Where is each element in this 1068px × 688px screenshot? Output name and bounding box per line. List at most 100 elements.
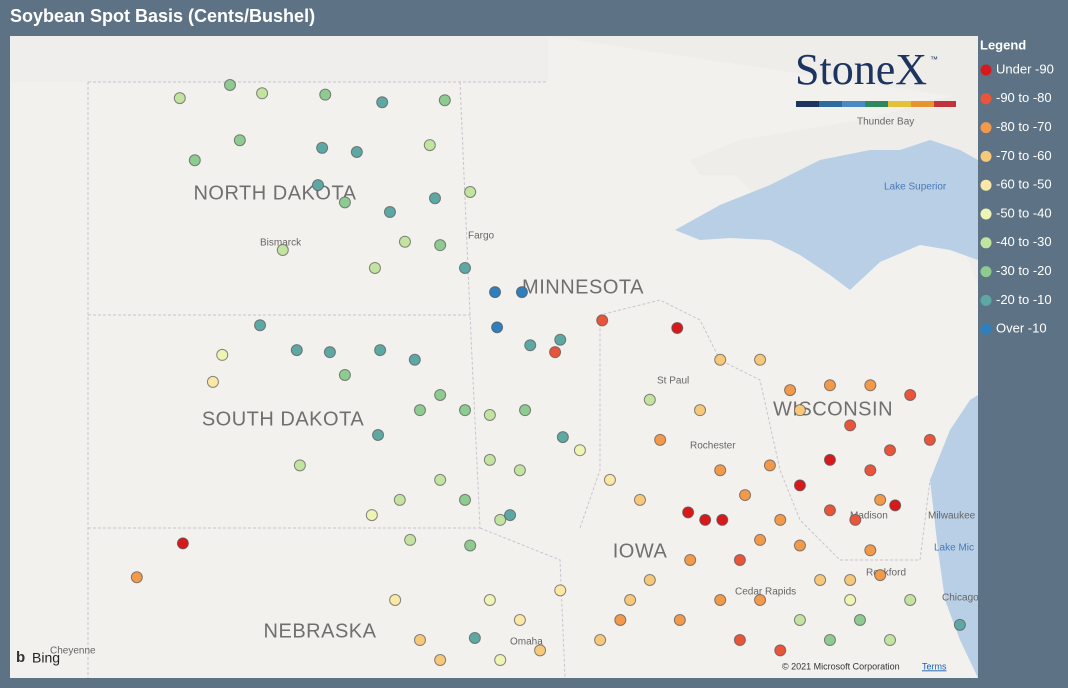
lake-michigan [930,395,978,678]
city-label: Rochester [690,441,736,452]
map-point [554,584,567,597]
legend-label: -70 to -60 [996,148,1052,163]
map-point [413,404,426,417]
map-point [293,459,306,472]
map-point [754,533,767,546]
map-point [350,145,363,158]
map-point [173,92,186,105]
city-label: Thunder Bay [857,117,914,128]
map-point [524,339,537,352]
map-point [823,634,836,647]
map-point [434,239,447,252]
map-point [323,346,336,359]
map[interactable]: NORTH DAKOTA SOUTH DAKOTA MINNESOTA WISC… [10,36,979,679]
map-point [254,319,267,332]
map-point [823,453,836,466]
map-point [844,419,857,432]
legend-title: Legend [980,37,1026,52]
map-point [874,493,887,506]
map-point [224,79,236,92]
map-point [923,433,936,446]
map-point [603,473,616,486]
city-label: Milwaukee [928,511,976,522]
map-point [793,539,806,552]
city-label: St Paul [657,376,689,387]
city-label: Chicago [942,593,979,604]
map-point [434,388,447,401]
map-point [823,504,836,517]
map-point [694,404,707,417]
map-point [774,513,787,526]
map-point [849,513,862,526]
map-point [594,634,607,647]
map-point [624,593,637,606]
map-point [176,537,189,550]
map-point [365,509,378,522]
map-point [793,614,806,627]
map-point [733,553,746,566]
city-label: Omaha [510,637,543,648]
map-point [393,493,406,506]
city-label: Madison [850,511,888,522]
map-point [368,261,381,274]
map-point [889,499,902,512]
map-point [316,141,329,154]
map-point [383,206,396,219]
state-label: SOUTH DAKOTA [202,408,364,430]
map-point [534,644,547,657]
provider: Bing [32,650,60,666]
terms-link[interactable]: Terms [922,661,947,671]
map-point [844,593,857,606]
map-point [513,464,526,477]
legend-swatch [980,294,992,306]
map-point [389,593,402,606]
map-point [398,235,411,248]
state-label: NEBRASKA [264,620,377,642]
legend: Under -90 -90 to -80 -80 to -70 -70 to -60 -… [980,61,1054,336]
points [130,79,966,667]
map-point [434,473,447,486]
legend-label: -90 to -80 [996,90,1052,105]
map-point [844,573,857,586]
state-label: IOWA [613,540,668,562]
map-point [483,453,496,466]
logo-bar [796,101,956,107]
map-point [714,593,727,606]
map-point [864,464,877,477]
attribution: © 2021 Microsoft Corporation [782,661,900,671]
map-point [464,539,477,552]
water-label: Lake Mic [934,543,974,554]
map-point [376,96,389,109]
map-point [494,654,507,667]
map-point [374,344,387,357]
map-point [714,353,727,366]
map-point [504,509,517,522]
legend-swatch [980,208,992,220]
legend-label: -50 to -40 [996,205,1052,220]
map-point [408,353,421,366]
map-point [714,464,727,477]
map-point [468,631,481,644]
map-point [515,286,528,299]
city-label: Cedar Rapids [735,587,796,598]
map-point [338,368,351,381]
map-point [549,346,562,359]
map-point [682,506,695,519]
map-point [372,429,385,442]
map-point [614,614,627,627]
map-point [290,344,303,357]
map-point [459,493,472,506]
map-point [643,573,656,586]
legend-label: -30 to -20 [996,263,1052,278]
map-point [596,314,609,327]
map-point [754,353,767,366]
map-point [684,553,697,566]
map-point [739,489,752,502]
legend-label: -20 to -10 [996,292,1052,307]
map-point [312,179,324,192]
map-point [904,388,917,401]
map-point [216,348,229,361]
map-point [774,644,787,657]
map-point [754,593,767,606]
map-point [823,379,836,392]
